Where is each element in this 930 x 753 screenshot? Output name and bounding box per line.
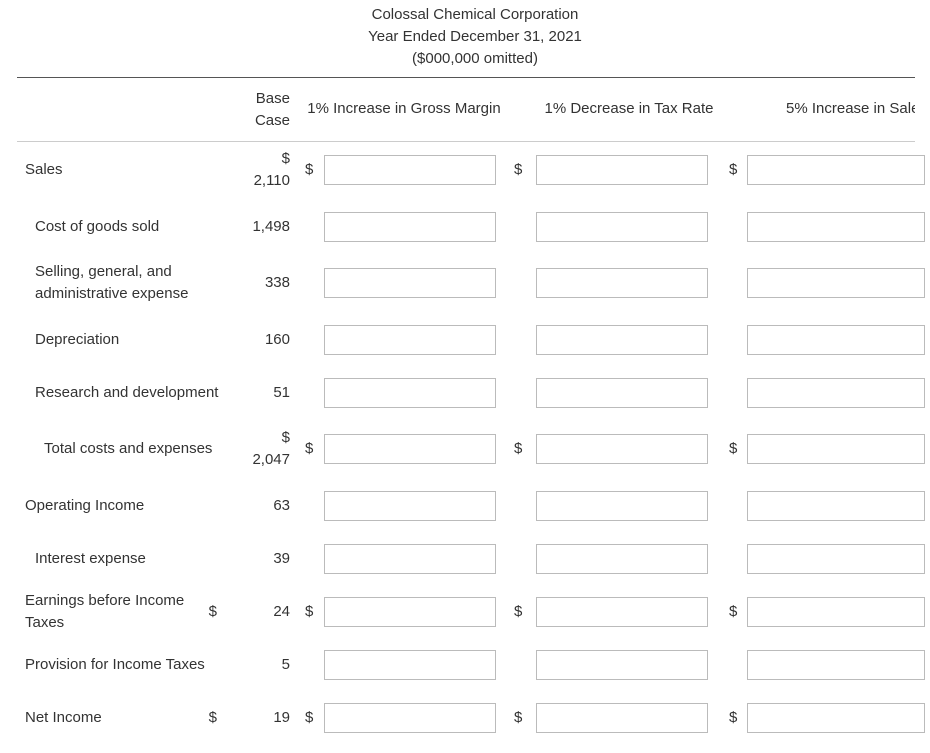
subtitle: Year Ended December 31, 2021	[368, 28, 582, 45]
input-symbol: $	[729, 709, 738, 726]
input-box[interactable]	[536, 155, 708, 185]
base-symbol: $	[208, 603, 217, 620]
row-label: Provision for Income Taxes	[25, 656, 205, 673]
input-box[interactable]	[536, 544, 708, 574]
row-label: Net Income	[25, 709, 102, 726]
input-box[interactable]	[324, 544, 496, 574]
input-symbol: $	[514, 440, 523, 457]
input-box[interactable]	[747, 378, 925, 408]
input-box[interactable]	[536, 703, 708, 733]
rule	[17, 77, 915, 78]
input-symbol: $	[305, 161, 314, 178]
base-value: 19	[273, 709, 290, 726]
input-box[interactable]	[747, 434, 925, 464]
input-box[interactable]	[324, 325, 496, 355]
base-value: 1,498	[252, 218, 290, 235]
input-box[interactable]	[747, 703, 925, 733]
base-symbol: $	[208, 709, 217, 726]
row-label: Selling, general, and administrative exp…	[35, 263, 189, 302]
input-box[interactable]	[324, 212, 496, 242]
input-symbol: $	[305, 709, 314, 726]
input-box[interactable]	[324, 491, 496, 521]
row-label: Operating Income	[25, 497, 145, 514]
input-box[interactable]	[747, 325, 925, 355]
input-box[interactable]	[747, 155, 925, 185]
input-symbol: $	[514, 603, 523, 620]
row-label: Cost of goods sold	[35, 218, 160, 235]
input-box[interactable]	[747, 544, 925, 574]
base-symbol: $	[281, 429, 290, 446]
row-label: Sales	[25, 161, 63, 178]
rule	[17, 141, 915, 142]
input-box[interactable]	[536, 650, 708, 680]
input-symbol: $	[514, 709, 523, 726]
input-box[interactable]	[747, 268, 925, 298]
input-box[interactable]	[536, 597, 708, 627]
input-box[interactable]	[536, 268, 708, 298]
column-header: 1% Decrease in Tax Rate	[544, 100, 714, 117]
row-label: Interest expense	[35, 550, 146, 567]
input-box[interactable]	[536, 325, 708, 355]
base-value: 2,110	[253, 172, 290, 189]
note: ($000,000 omitted)	[412, 50, 538, 67]
input-box[interactable]	[747, 491, 925, 521]
input-box[interactable]	[747, 597, 925, 627]
input-box[interactable]	[324, 597, 496, 627]
input-box[interactable]	[324, 268, 496, 298]
input-box[interactable]	[747, 212, 925, 242]
input-box[interactable]	[536, 378, 708, 408]
row-label: Depreciation	[35, 331, 120, 348]
input-box[interactable]	[747, 650, 925, 680]
input-symbol: $	[729, 440, 738, 457]
input-box[interactable]	[536, 491, 708, 521]
input-box[interactable]	[324, 378, 496, 408]
base-value: 160	[264, 331, 290, 348]
row-label: Earnings before Income Taxes	[25, 592, 185, 631]
input-box[interactable]	[536, 212, 708, 242]
column-header: 1% Increase in Gross Margin	[307, 100, 501, 117]
base-value: 63	[273, 497, 290, 514]
column-header: 5% Increase in Sales	[786, 100, 915, 117]
input-box[interactable]	[324, 650, 496, 680]
row-label: Research and development	[35, 384, 219, 401]
input-box[interactable]	[324, 155, 496, 185]
input-symbol: $	[729, 603, 738, 620]
title: Colossal Chemical Corporation	[371, 6, 579, 23]
base-value: 24	[273, 603, 290, 620]
input-symbol: $	[305, 440, 314, 457]
base-value: 2,047	[252, 451, 290, 468]
input-box[interactable]	[324, 434, 496, 464]
input-symbol: $	[305, 603, 314, 620]
input-box[interactable]	[536, 434, 708, 464]
base-symbol: $	[281, 150, 290, 167]
input-symbol: $	[729, 161, 738, 178]
base-value: 338	[264, 274, 290, 291]
base-value: 51	[273, 384, 290, 401]
base-value: 5	[281, 656, 290, 673]
base-header: Base Case	[254, 90, 290, 129]
row-label: Total costs and expenses	[44, 440, 213, 457]
input-symbol: $	[514, 161, 523, 178]
input-box[interactable]	[324, 703, 496, 733]
base-value: 39	[273, 550, 290, 567]
